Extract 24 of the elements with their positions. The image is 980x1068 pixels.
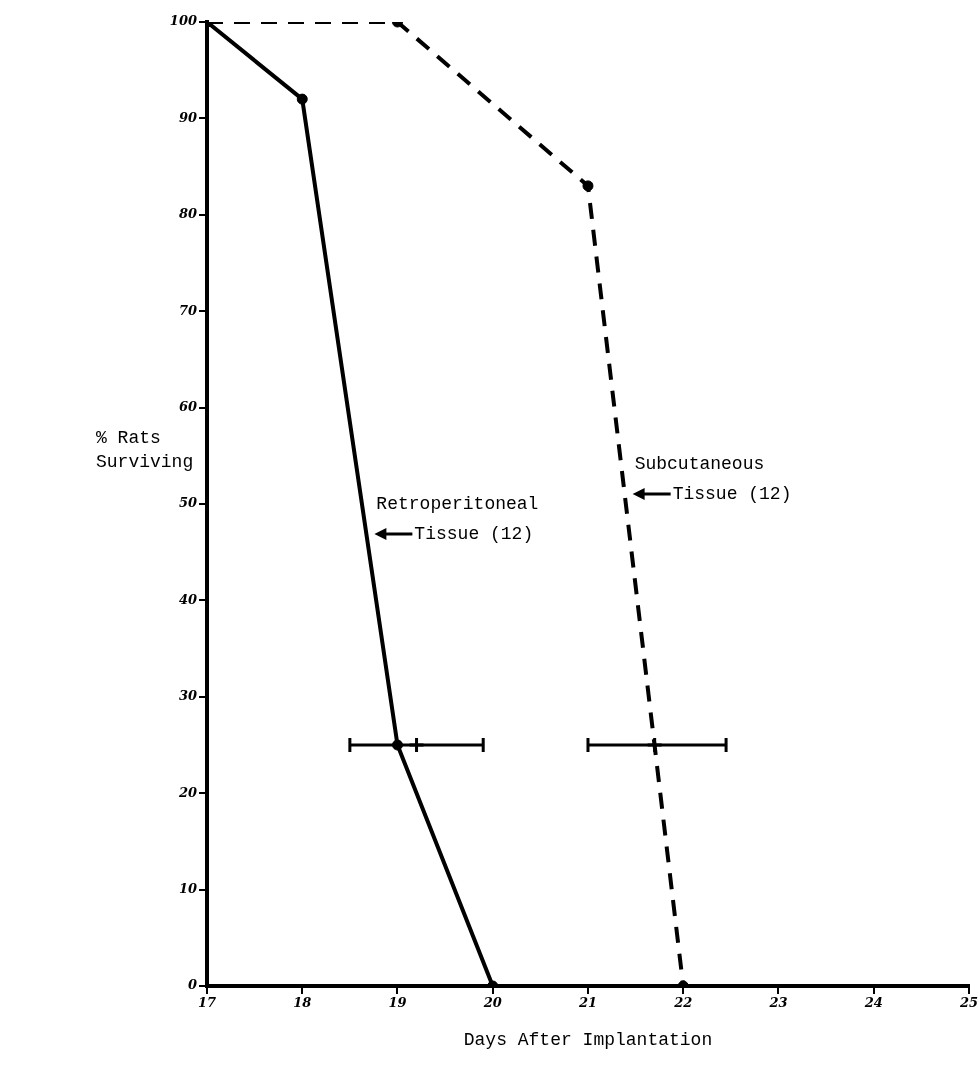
x-tick-label: 22 — [673, 995, 693, 1011]
x-tick-label: 24 — [863, 995, 883, 1011]
y-tick-label: 80 — [178, 206, 197, 222]
annotation: Retroperitoneal Tissue (12) — [376, 493, 539, 544]
x-tick-label: 17 — [197, 995, 217, 1011]
x-tick-label: 20 — [482, 995, 502, 1011]
y-tick-label: 20 — [177, 784, 197, 800]
y-tick-label: 30 — [178, 688, 197, 704]
x-tick-label: 19 — [388, 995, 407, 1011]
y-tick-label: 10 — [178, 880, 197, 896]
y-tick-label: 60 — [178, 398, 197, 414]
x-tick-label: 18 — [293, 995, 312, 1011]
y-axis-title: % Rats Surviving — [96, 427, 194, 472]
x-tick-label: 23 — [768, 995, 788, 1011]
y-tick-label: 70 — [178, 302, 197, 318]
x-tick-label: 21 — [577, 995, 598, 1011]
y-tick-label: 40 — [178, 591, 197, 607]
x-tick-label: 25 — [958, 995, 978, 1011]
y-tick-label: 100 — [169, 13, 197, 29]
y-tick-label: 0 — [187, 977, 197, 993]
y-tick-label: 90 — [178, 109, 197, 125]
x-axis-title: Days After Implantation — [463, 1029, 713, 1050]
y-tick-label: 50 — [178, 495, 197, 511]
annotation: Subcutaneous Tissue (12) — [634, 453, 792, 504]
